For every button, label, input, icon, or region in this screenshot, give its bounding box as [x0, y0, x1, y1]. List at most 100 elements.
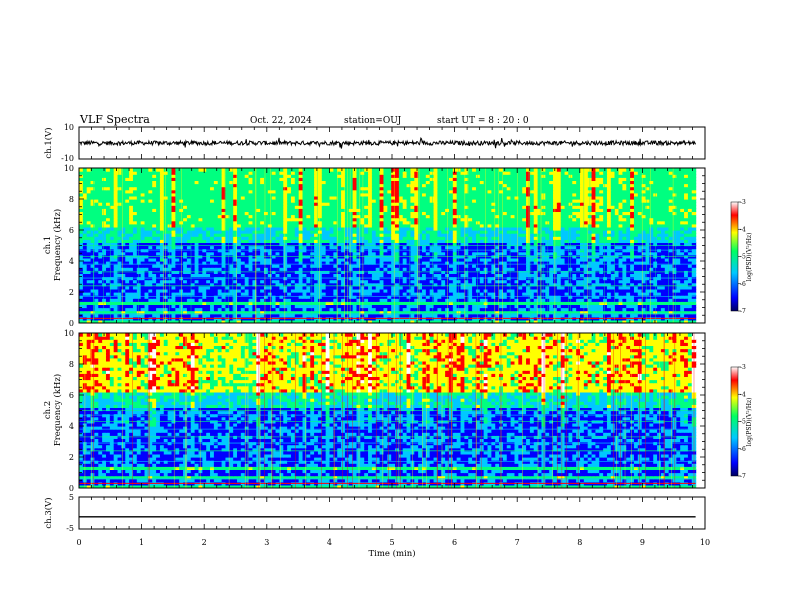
spectrogram-cell — [125, 267, 130, 271]
spectrogram-cell — [425, 251, 431, 256]
spectrogram-cell — [395, 264, 400, 268]
spectrogram-cell — [672, 310, 677, 315]
spectrogram-cell — [460, 236, 465, 240]
spectrogram-cell — [79, 264, 84, 268]
spectrogram-cell — [290, 251, 296, 256]
spectrogram-cell — [98, 279, 103, 284]
spectrogram-cell — [360, 257, 365, 262]
spectrogram-cell — [383, 261, 388, 265]
spectrogram-cell — [645, 242, 650, 247]
spectrogram-cell — [591, 304, 597, 309]
spectrogram-cell — [387, 233, 392, 237]
spectrogram-cell — [364, 233, 369, 237]
spectrogram-cell — [102, 239, 107, 243]
spectrogram-cell — [495, 319, 500, 323]
spectrogram-cell — [475, 319, 481, 323]
spectrogram-cell — [352, 298, 358, 302]
spectrogram-cell — [186, 251, 192, 256]
spectrogram-cell — [356, 264, 361, 268]
spectrogram-cell — [287, 242, 292, 247]
spectrogram-cell — [649, 236, 654, 240]
spectrogram-cell — [183, 236, 188, 240]
spectrogram-cell — [368, 282, 373, 287]
spectrogram-cell — [306, 279, 311, 284]
spectrogram-cell — [163, 292, 169, 296]
spectrogram-cell — [317, 273, 323, 278]
spectrogram-cell — [136, 264, 142, 268]
spectrogram-cell — [599, 307, 604, 312]
spectrogram-cell — [622, 304, 627, 309]
spectrogram-cell — [583, 245, 589, 250]
spectrogram-cell — [495, 230, 500, 234]
spectrogram-cell — [645, 304, 650, 309]
spectrogram-cell — [599, 257, 604, 262]
spectrogram-cell — [190, 242, 196, 247]
spectrogram-cell — [325, 236, 331, 240]
spectrogram-cell — [456, 242, 462, 247]
spectrogram-cell — [279, 304, 284, 309]
spectrogram-cell — [294, 304, 300, 309]
spectrogram-cell — [572, 273, 577, 278]
spectrogram-cell — [175, 307, 180, 312]
spectrogram-cell — [140, 264, 146, 268]
spectrogram-cell — [684, 313, 689, 318]
spectrogram-cell — [317, 245, 323, 250]
spectrogram-cell — [495, 298, 500, 302]
spectrogram-cell — [317, 233, 323, 237]
spectrogram-cell — [541, 319, 546, 323]
spectrogram-cell — [441, 257, 446, 262]
spectrogram-cell — [664, 285, 670, 290]
spectrogram-cell — [491, 236, 496, 240]
spectrogram-cell — [144, 298, 149, 302]
spectrogram-cell — [379, 279, 385, 284]
spectrogram-cell — [233, 304, 238, 309]
spectrogram-cell — [514, 273, 519, 278]
spectrogram-cell — [229, 298, 234, 302]
spectrogram-cell — [364, 319, 369, 323]
ch1-ytick-top: 10 — [64, 123, 74, 132]
spectrogram-cell — [310, 233, 315, 237]
spectrogram-cell — [664, 251, 670, 256]
spectrogram-cell — [213, 264, 219, 268]
spectrogram-cell — [156, 245, 161, 250]
spectrogram-cell — [664, 307, 670, 312]
spectrogram-cell — [610, 319, 616, 323]
spectrogram-cell — [398, 257, 404, 262]
spectrogram-cell — [132, 261, 138, 265]
spectrogram-cell — [163, 257, 169, 262]
spectrogram-cell — [159, 239, 165, 243]
spectrogram-cell — [352, 288, 358, 293]
spectrogram-cell — [410, 236, 415, 240]
spectrogram-cell — [622, 233, 627, 237]
spectrogram-cell — [210, 230, 215, 234]
spectrogram-cell — [348, 273, 354, 278]
spectrogram-cell — [129, 236, 134, 240]
spectrogram-cell — [491, 292, 496, 296]
spectrogram-cell — [441, 279, 446, 284]
spectrogram-cell — [672, 233, 677, 237]
spectrogram-cell — [159, 226, 165, 231]
spectrogram-cell — [144, 310, 149, 315]
spectrogram-cell — [302, 242, 307, 247]
spectrogram-cell — [183, 245, 188, 250]
spectrogram-cell — [375, 261, 381, 265]
spectrogram-cell — [102, 226, 107, 231]
spectrogram-cell — [560, 307, 566, 312]
spectrogram-cell — [610, 282, 616, 287]
spectrogram-cell — [425, 313, 431, 318]
spectrogram-cell — [425, 261, 431, 265]
spectrogram-cell — [221, 307, 227, 312]
spectrogram-cell — [368, 292, 373, 296]
spectrogram-cell — [113, 245, 119, 250]
spectrogram-cell — [333, 226, 338, 231]
spectrogram-cell — [194, 242, 200, 247]
spectrogram-cell — [479, 285, 485, 290]
spectrogram-cell — [606, 257, 612, 262]
spectrogram-cell — [502, 233, 508, 237]
spectrogram-cell — [102, 298, 107, 302]
spectrogram-cell — [660, 310, 666, 315]
spectrogram-cell — [302, 310, 307, 315]
spectrogram-cell — [387, 319, 392, 323]
spectrogram-cell — [341, 233, 346, 237]
spectrogram-cell — [125, 230, 130, 234]
